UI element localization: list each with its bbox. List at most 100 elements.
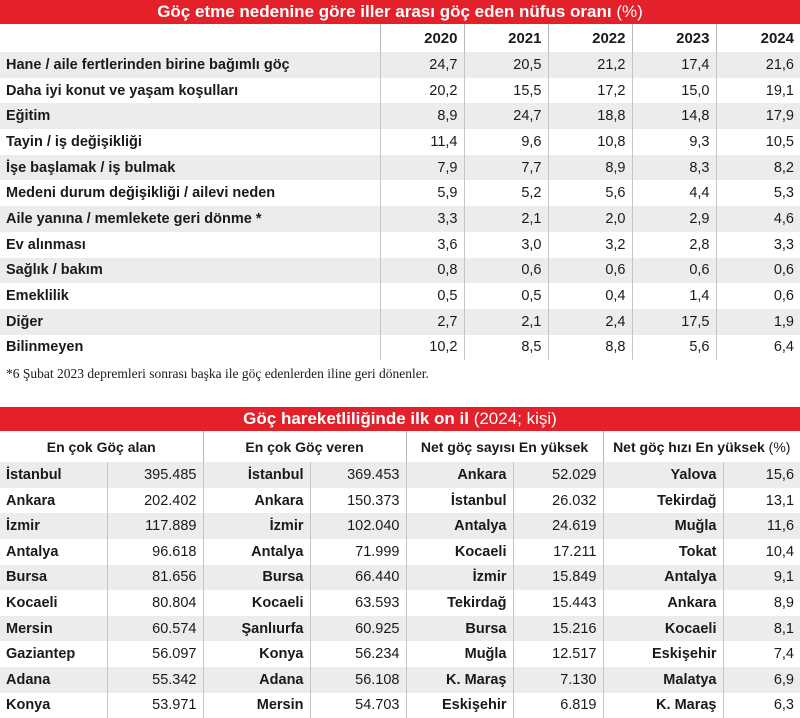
reason-value-cell: 1,4 bbox=[631, 283, 716, 309]
province-value-cell: 395.485 bbox=[106, 462, 203, 488]
reason-value-cell: 9,6 bbox=[463, 129, 548, 155]
province-name-cell: Ankara bbox=[602, 590, 723, 616]
reason-value-cell: 2,4 bbox=[547, 308, 632, 335]
province-value-cell: 54.703 bbox=[309, 692, 406, 718]
province-value-cell: 369.453 bbox=[309, 462, 406, 488]
reason-label: Daha iyi konut ve yaşam koşulları bbox=[0, 77, 380, 104]
section-spacer bbox=[0, 392, 800, 407]
reason-label: Hane / aile fertlerinden birine bağımlı … bbox=[0, 52, 380, 78]
province-value-cell: 10,4 bbox=[722, 539, 800, 565]
province-value-cell: 8,9 bbox=[722, 590, 800, 616]
province-name-cell: Bursa bbox=[405, 615, 513, 642]
group-header-unit: (%) bbox=[768, 438, 791, 455]
province-name-cell: Konya bbox=[0, 692, 107, 718]
province-name-cell: Antalya bbox=[0, 539, 107, 565]
reason-value-cell: 3,2 bbox=[547, 231, 632, 258]
reason-value-cell: 5,2 bbox=[463, 180, 548, 207]
province-rank-row: Adana 55.342 Adana 56.108 K. Maraş 7.130 Malat… bbox=[0, 667, 800, 693]
province-name-cell: İzmir bbox=[202, 513, 310, 540]
reason-value-cell: 20,2 bbox=[379, 77, 464, 104]
province-value-cell: 96.618 bbox=[106, 539, 203, 565]
province-value-cell: 53.971 bbox=[106, 692, 203, 718]
province-value-cell: 17.211 bbox=[512, 539, 603, 565]
reason-value-cell: 10,2 bbox=[379, 334, 464, 361]
province-name-cell: Kocaeli bbox=[202, 590, 310, 616]
province-name-cell: Muğla bbox=[602, 513, 723, 540]
province-value-cell: 15.849 bbox=[512, 564, 603, 591]
province-value-cell: 56.108 bbox=[309, 667, 406, 693]
province-name-cell: Ankara bbox=[202, 487, 310, 514]
province-name-cell: Kocaeli bbox=[0, 590, 107, 616]
reason-row: Emeklilik 0,5 0,5 0,4 1,4 0,6 bbox=[0, 283, 800, 309]
province-rank-row: Gaziantep 56.097 Konya 56.234 Muğla 12.517 Esk… bbox=[0, 641, 800, 667]
reason-label: Diğer bbox=[0, 308, 380, 335]
province-rank-row: İzmir 117.889 İzmir 102.040 Antalya 24.619 Muğ… bbox=[0, 513, 800, 540]
province-name-cell: Konya bbox=[202, 641, 310, 667]
reason-row: Diğer 2,7 2,1 2,4 17,5 1,9 bbox=[0, 308, 800, 335]
province-name-cell: Bursa bbox=[0, 564, 107, 591]
reason-value-cell: 21,6 bbox=[715, 52, 800, 78]
reason-value-cell: 5,6 bbox=[547, 180, 632, 207]
province-value-cell: 8,1 bbox=[722, 615, 800, 642]
province-rank-row: Bursa 81.656 Bursa 66.440 İzmir 15.849 Antalya… bbox=[0, 564, 800, 591]
reason-value-cell: 18,8 bbox=[547, 103, 632, 130]
reason-value-cell: 17,9 bbox=[715, 103, 800, 130]
province-name-cell: Ankara bbox=[405, 462, 513, 488]
group-header-label: Net göç sayısı En yüksek bbox=[420, 438, 589, 455]
reason-value-cell: 5,9 bbox=[379, 180, 464, 207]
province-value-cell: 56.097 bbox=[106, 641, 203, 667]
reason-label: Sağlık / bakım bbox=[0, 257, 380, 284]
reason-value-cell: 0,6 bbox=[631, 257, 716, 284]
year-header: 2020 bbox=[379, 24, 464, 52]
reason-row: Eğitim 8,9 24,7 18,8 14,8 17,9 bbox=[0, 103, 800, 130]
group-header-label: Net göç hızı En yüksek bbox=[613, 438, 765, 455]
province-value-cell: 56.234 bbox=[309, 641, 406, 667]
reason-value-cell: 17,2 bbox=[547, 77, 632, 104]
reason-value-cell: 19,1 bbox=[715, 77, 800, 104]
reasons-table-title-banner: Göç etme nedenine göre iller arası göç e… bbox=[0, 0, 800, 24]
reason-row: Ev alınması 3,6 3,0 3,2 2,8 3,3 bbox=[0, 231, 800, 258]
reason-value-cell: 24,7 bbox=[463, 103, 548, 130]
province-name-cell: İstanbul bbox=[405, 487, 513, 514]
reason-row: Hane / aile fertlerinden birine bağımlı … bbox=[0, 52, 800, 78]
reason-label: Bilinmeyen bbox=[0, 334, 380, 361]
reason-row: Daha iyi konut ve yaşam koşulları 20,2 15,… bbox=[0, 77, 800, 104]
reason-row: Sağlık / bakım 0,8 0,6 0,6 0,6 0,6 bbox=[0, 257, 800, 284]
province-value-cell: 15.216 bbox=[512, 615, 603, 642]
province-value-cell: 7.130 bbox=[512, 667, 603, 693]
group-header-row: En çok Göç alan En çok Göç veren Net göç… bbox=[0, 431, 800, 463]
reason-label: Eğitim bbox=[0, 103, 380, 130]
reasons-table-title: Göç etme nedenine göre iller arası göç e… bbox=[157, 2, 612, 21]
year-header: 2021 bbox=[463, 24, 548, 52]
province-value-cell: 60.925 bbox=[309, 615, 406, 642]
group-header-most-sent: En çok Göç veren bbox=[202, 431, 406, 463]
reason-value-cell: 21,2 bbox=[547, 52, 632, 78]
reason-value-cell: 11,4 bbox=[379, 129, 464, 155]
reason-value-cell: 0,4 bbox=[547, 283, 632, 309]
reason-value-cell: 2,1 bbox=[463, 206, 548, 232]
reason-row: Bilinmeyen 10,2 8,5 8,8 5,6 6,4 bbox=[0, 334, 800, 361]
reason-label: Medeni durum değişikliği / ailevi neden bbox=[0, 180, 380, 207]
reason-value-cell: 17,5 bbox=[631, 308, 716, 335]
province-name-cell: Tokat bbox=[602, 539, 723, 565]
footnote: *6 Şubat 2023 depremleri sonrası başka i… bbox=[6, 366, 429, 382]
province-value-cell: 11,6 bbox=[722, 513, 800, 540]
reason-value-cell: 10,5 bbox=[715, 129, 800, 155]
province-rank-row: Antalya 96.618 Antalya 71.999 Kocaeli 17.211 T… bbox=[0, 539, 800, 565]
reason-value-cell: 6,4 bbox=[715, 334, 800, 361]
province-value-cell: 52.029 bbox=[512, 462, 603, 488]
reason-value-cell: 4,6 bbox=[715, 206, 800, 232]
province-value-cell: 13,1 bbox=[722, 487, 800, 514]
province-name-cell: Malatya bbox=[602, 667, 723, 693]
reason-value-cell: 10,8 bbox=[547, 129, 632, 155]
reason-value-cell: 9,3 bbox=[631, 129, 716, 155]
reason-value-cell: 4,4 bbox=[631, 180, 716, 207]
reason-value-cell: 2,0 bbox=[547, 206, 632, 232]
reason-value-cell: 0,6 bbox=[463, 257, 548, 284]
reason-row: İşe başlamak / iş bulmak 7,9 7,7 8,9 8,3 8,2 bbox=[0, 154, 800, 181]
province-value-cell: 102.040 bbox=[309, 513, 406, 540]
reason-value-cell: 8,9 bbox=[379, 103, 464, 130]
province-value-cell: 7,4 bbox=[722, 641, 800, 667]
reason-row: Medeni durum değişikliği / ailevi neden 5… bbox=[0, 180, 800, 207]
province-name-cell: Tekirdağ bbox=[405, 590, 513, 616]
